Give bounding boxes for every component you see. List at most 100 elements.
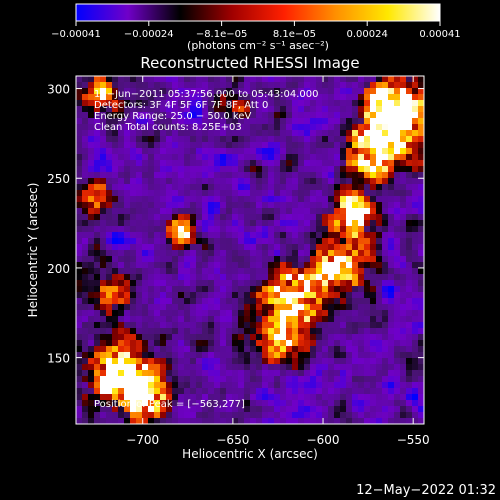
heatmap-cell [94,250,101,257]
heatmap-cell [358,394,365,401]
heatmap-cell [376,352,383,359]
heatmap-cell [346,322,353,329]
heatmap-cell [244,214,251,221]
heatmap-cell [184,298,191,305]
heatmap-cell [250,232,257,239]
heatmap-cell [232,214,239,221]
heatmap-cell [376,376,383,383]
heatmap-cell [412,118,419,125]
heatmap-cell [262,364,269,371]
heatmap-cell [412,154,419,161]
heatmap-cell [154,232,161,239]
heatmap-cell [250,298,257,305]
heatmap-cell [214,100,221,107]
heatmap-cell [334,202,341,209]
heatmap-cell [154,196,161,203]
heatmap-cell [226,382,233,389]
heatmap-cell [82,310,89,317]
heatmap-cell [226,328,233,335]
heatmap-cell [268,220,275,227]
heatmap-cell [298,214,305,221]
heatmap-cell [232,304,239,311]
heatmap-cell [274,238,281,245]
heatmap-cell [364,346,371,353]
heatmap-cell [334,376,341,383]
y-axis-label: Heliocentric Y (arcsec) [26,183,40,318]
heatmap-cell [376,106,383,113]
heatmap-cell [154,118,161,125]
heatmap-cell [100,160,107,167]
heatmap-cell [100,154,107,161]
heatmap-cell [382,190,389,197]
heatmap-cell [322,304,329,311]
heatmap-cell [196,214,203,221]
heatmap-cell [274,322,281,329]
heatmap-cell [364,358,371,365]
heatmap-cell [154,280,161,287]
heatmap-cell [118,160,125,167]
heatmap-cell [388,352,395,359]
heatmap-cell [334,334,341,341]
heatmap-cell [382,364,389,371]
heatmap-cell [88,364,95,371]
heatmap-cell [220,154,227,161]
heatmap-cell [322,226,329,233]
heatmap-cell [238,358,245,365]
heatmap-cell [352,130,359,137]
heatmap-cell [88,112,95,119]
heatmap-cell [94,400,101,407]
heatmap-cell [412,400,419,407]
heatmap-cell [256,406,263,413]
heatmap-cell [232,142,239,149]
heatmap-cell [202,346,209,353]
heatmap-cell [106,118,113,125]
heatmap-cell [136,202,143,209]
heatmap-cell [190,136,197,143]
heatmap-cell [190,388,197,395]
heatmap-cell [346,316,353,323]
heatmap-cell [352,256,359,263]
heatmap-cell [262,286,269,293]
heatmap-cell [136,118,143,125]
heatmap-cell [400,304,407,311]
heatmap-cell [328,256,335,263]
heatmap-cell [286,238,293,245]
heatmap-cell [124,88,131,95]
heatmap-cell [208,406,215,413]
heatmap-cell [154,250,161,257]
heatmap-cell [112,208,119,215]
heatmap-cell [328,82,335,89]
heatmap-cell [250,358,257,365]
heatmap-cell [154,394,161,401]
heatmap-cell [100,394,107,401]
heatmap-cell [142,418,149,424]
heatmap-cell [160,292,167,299]
heatmap-cell [172,88,179,95]
heatmap-cell [322,142,329,149]
heatmap-cell [82,280,89,287]
heatmap-cell [352,370,359,377]
heatmap-cell [286,100,293,107]
heatmap-cell [178,154,185,161]
heatmap-cell [94,358,101,365]
heatmap-cell [394,208,401,215]
heatmap-cell [322,250,329,257]
heatmap-cell [112,256,119,263]
heatmap-cell [166,376,173,383]
heatmap-cell [208,202,215,209]
heatmap-cell [100,166,107,173]
heatmap-cell [154,178,161,185]
heatmap-cell [400,322,407,329]
heatmap-cell [274,274,281,281]
heatmap-cell [124,304,131,311]
heatmap-cell [382,124,389,131]
heatmap-cell [262,124,269,131]
heatmap-cell [100,268,107,275]
heatmap-cell [178,136,185,143]
heatmap-cell [280,220,287,227]
heatmap-cell [232,220,239,227]
heatmap-cell [322,316,329,323]
heatmap-cell [214,310,221,317]
heatmap-cell [418,76,424,83]
heatmap-cell [262,160,269,167]
